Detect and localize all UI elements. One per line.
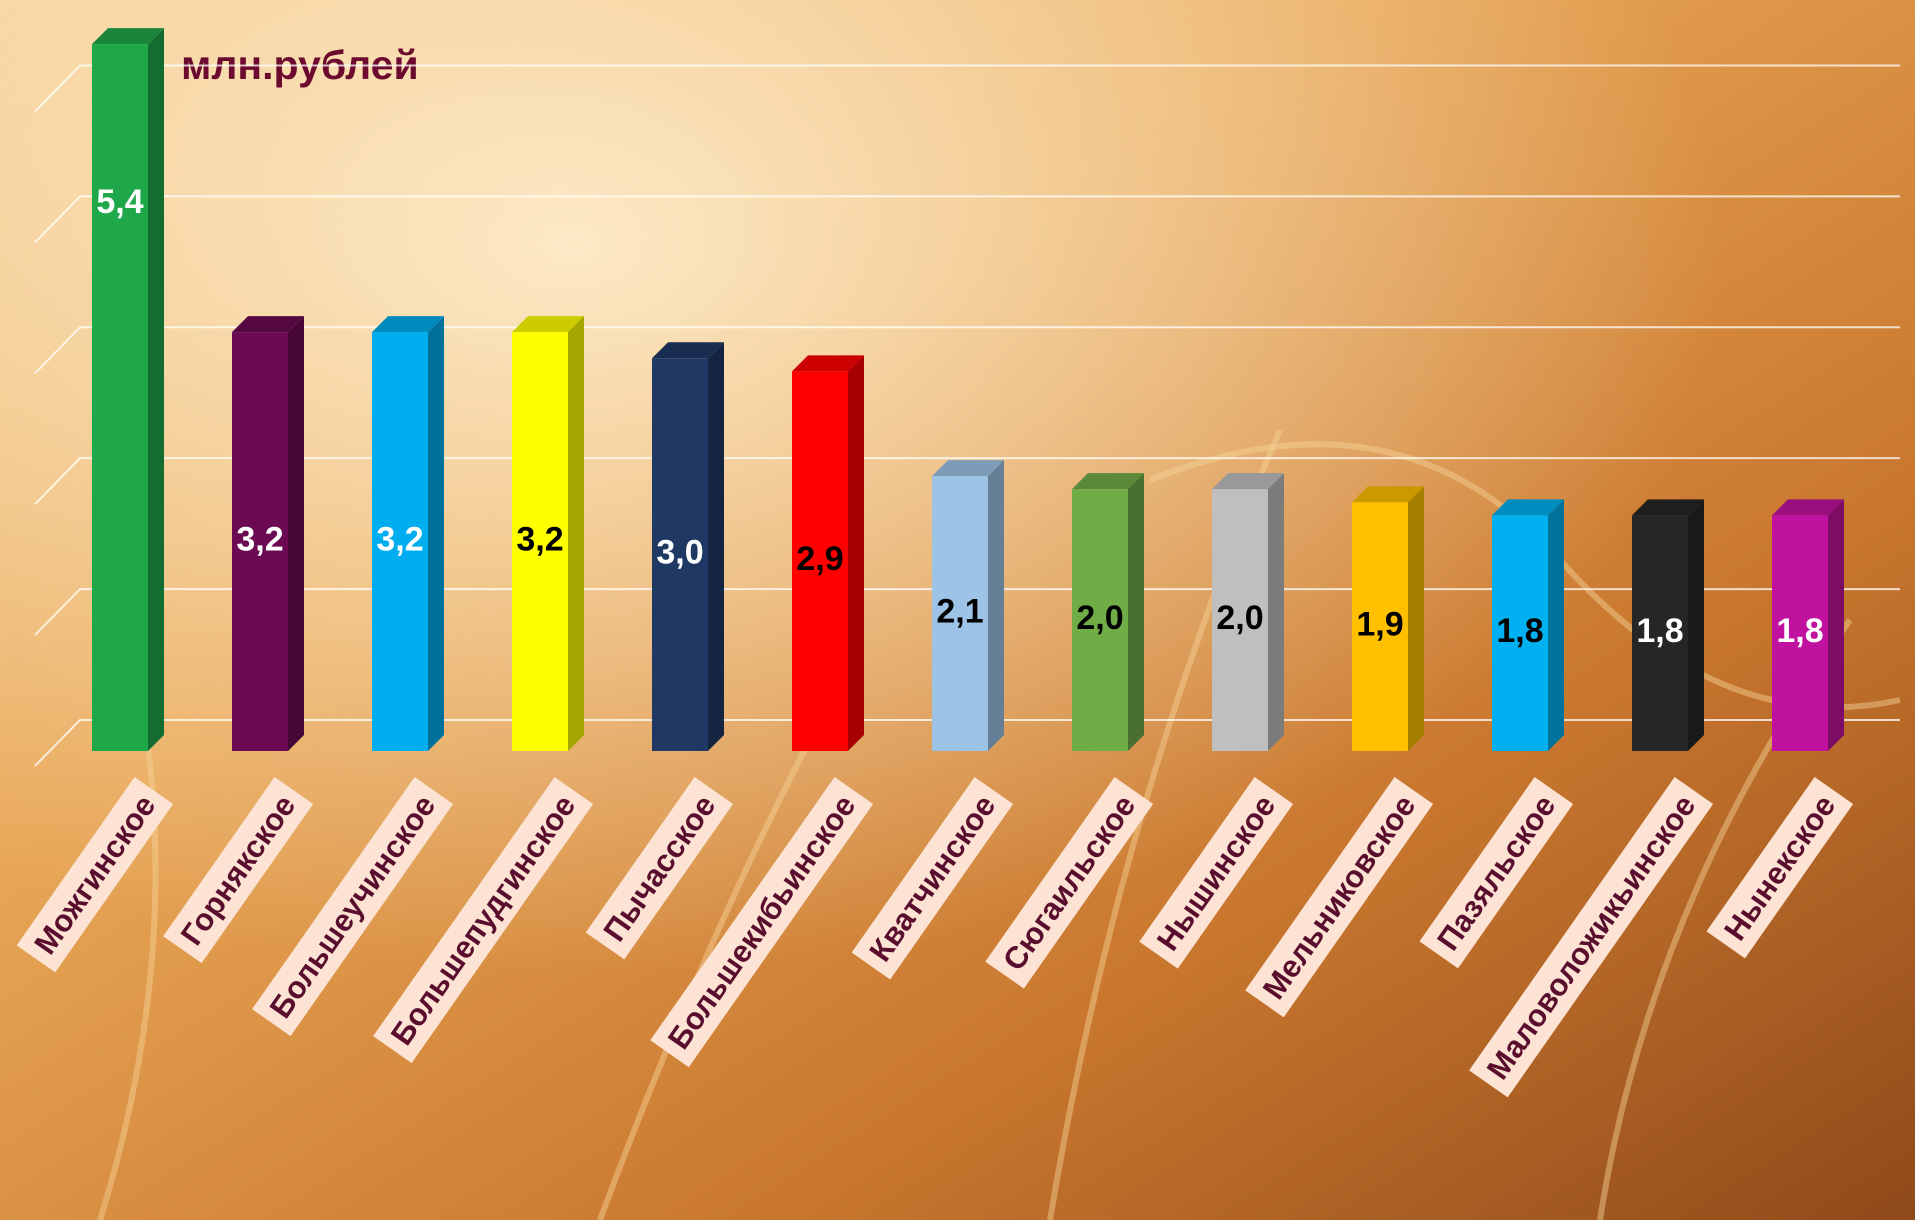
page: млн.рублей 5,4Можгинское3,2Горнякское3,2… [0,0,1915,1220]
value-label: 2,9 [796,540,843,578]
value-label: 3,0 [656,534,703,572]
value-label: 3,2 [376,521,423,559]
bar-side [1548,499,1564,751]
value-label: 1,8 [1636,612,1683,650]
value-label: 1,8 [1496,612,1543,650]
bar [92,44,148,751]
value-label: 5,4 [96,183,143,221]
value-label: 3,2 [516,521,563,559]
bar-side [148,28,164,751]
bar-side [708,342,724,751]
value-label: 2,0 [1076,599,1123,637]
bar-side [1128,473,1144,751]
value-label: 3,2 [236,521,283,559]
bar-side [568,316,584,751]
bar-side [848,355,864,751]
bar-side [1828,499,1844,751]
value-label: 1,8 [1776,612,1823,650]
bar-side [1688,499,1704,751]
bar-side [428,316,444,751]
bar-side [288,316,304,751]
value-label: 2,0 [1216,599,1263,637]
chart: млн.рублей 5,4Можгинское3,2Горнякское3,2… [0,0,1915,1220]
bar-side [1408,486,1424,751]
bar-side [988,460,1004,751]
value-label: 2,1 [936,593,983,631]
value-label: 1,9 [1356,606,1403,644]
bar-side [1268,473,1284,751]
